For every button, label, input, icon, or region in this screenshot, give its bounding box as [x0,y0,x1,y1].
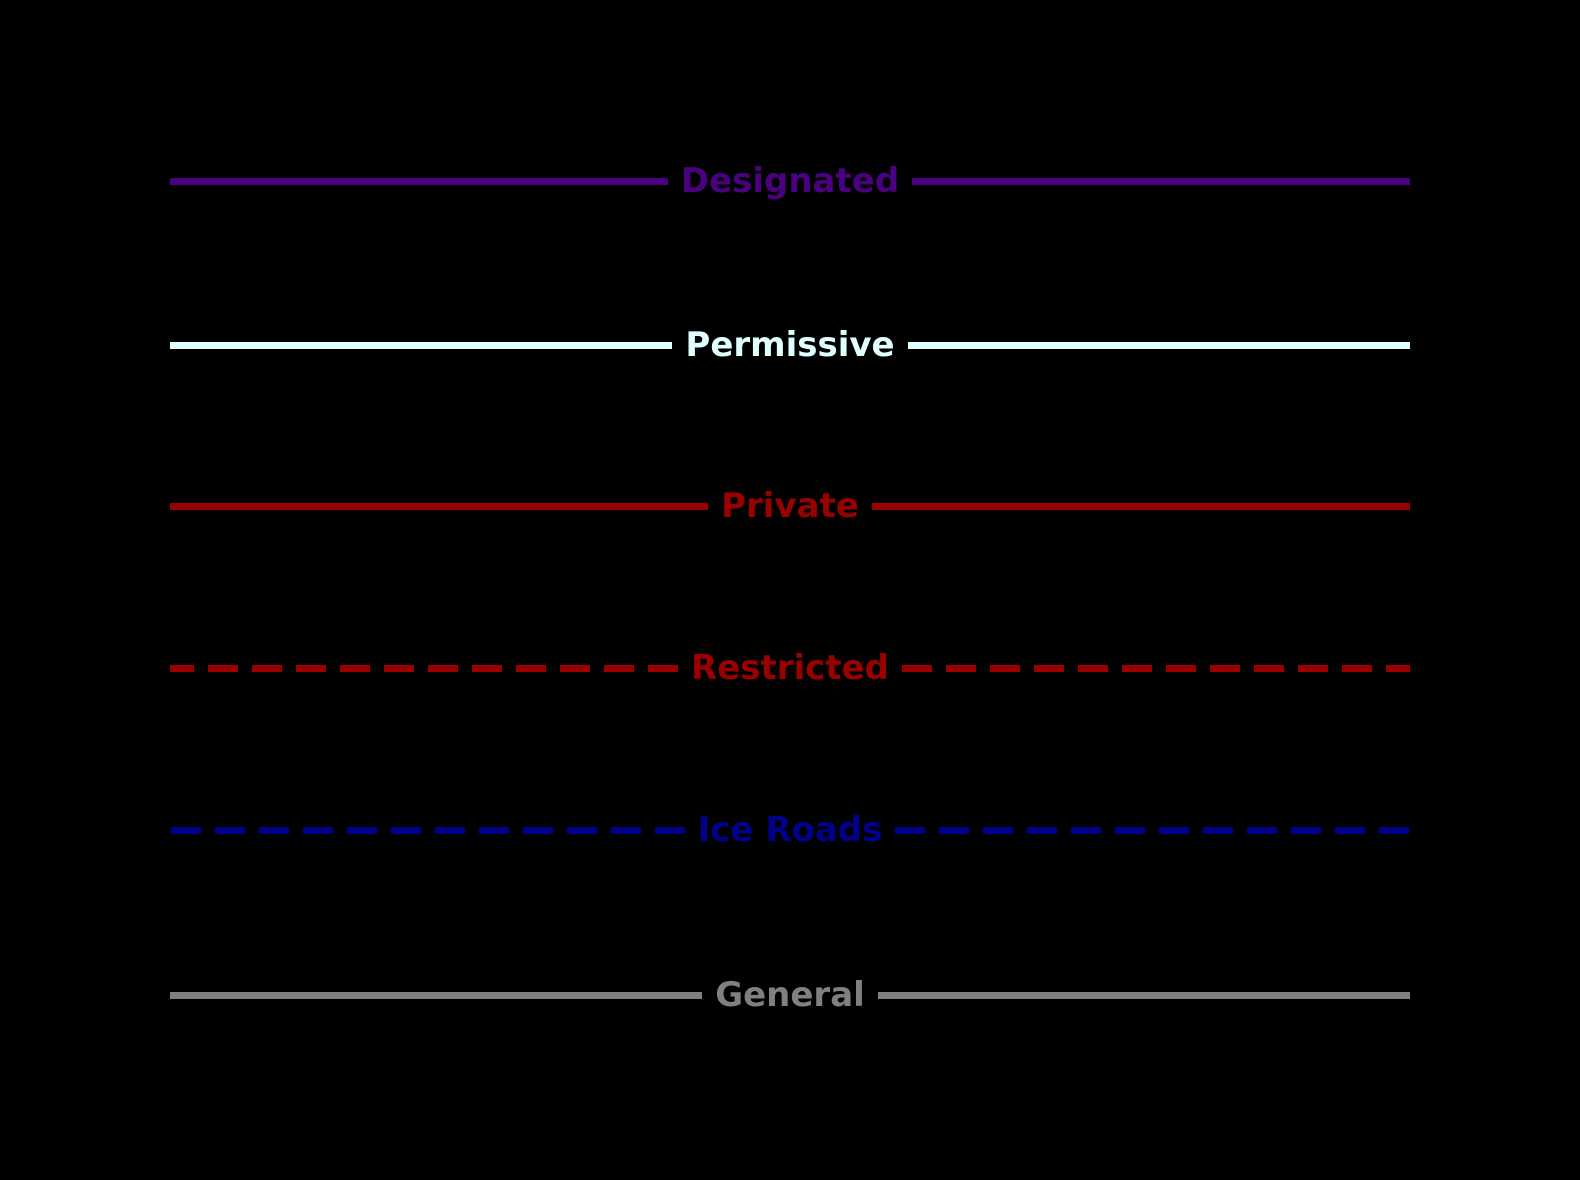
legend-row-private: Private [170,476,1411,536]
legend-label: Ice Roads [697,810,883,850]
legend-line-left [170,341,673,349]
legend-line-left [170,502,709,510]
legend-line-left [170,826,685,834]
legend-row-ice-roads: Ice Roads [170,800,1411,860]
legend-label: Designated [680,161,900,201]
legend-label: Private [721,486,859,526]
legend-line-left [170,664,679,672]
legend-label: Restricted [691,648,889,688]
legend-label: General [715,975,865,1015]
legend-row-designated: Designated [170,151,1410,211]
legend-row-permissive: Permissive [170,315,1410,375]
legend-line-right [912,177,1410,185]
legend-line-right [877,991,1411,999]
legend-line-left [170,991,703,999]
legend-line-right [871,502,1411,510]
legend-row-general: General [170,965,1411,1025]
legend-label: Permissive [685,325,895,365]
legend-line-right [895,826,1411,834]
legend-line-left [170,177,668,185]
legend-line-right [907,341,1410,349]
legend-row-restricted: Restricted [170,638,1410,698]
legend-line-right [901,664,1410,672]
